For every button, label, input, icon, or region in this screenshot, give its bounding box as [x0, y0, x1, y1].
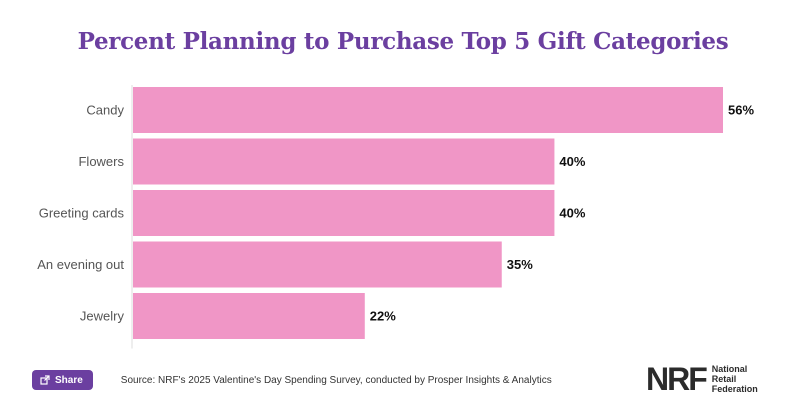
- bar-chart: Candy 56% Flowers 40% Greeting cards 40% An ev…: [37, 85, 754, 349]
- value-label: 56%: [728, 103, 754, 118]
- logo-line-3: Federation: [711, 384, 758, 394]
- value-label: 40%: [559, 206, 585, 221]
- value-label: 40%: [559, 154, 585, 169]
- nrf-logo: NRF National Retail Federation: [646, 361, 758, 397]
- logo-line-1: National: [711, 364, 748, 374]
- category-label: Flowers: [78, 154, 124, 169]
- logo-wordmark: National Retail Federation: [712, 364, 758, 394]
- bar[interactable]: [133, 190, 555, 236]
- bar[interactable]: [133, 293, 365, 339]
- bar[interactable]: [133, 241, 502, 288]
- logo-line-2: Retail: [711, 374, 737, 384]
- share-button[interactable]: Share: [32, 370, 93, 390]
- share-button-label: Share: [55, 374, 83, 386]
- source-note: Source: NRF's 2025 Valentine's Day Spend…: [120, 374, 552, 386]
- bar[interactable]: [133, 87, 723, 133]
- category-label: Candy: [86, 103, 124, 118]
- value-label: 35%: [507, 257, 533, 272]
- chart-title: Percent Planning to Purchase Top 5 Gift …: [77, 28, 729, 55]
- footer: Share Source: NRF's 2025 Valentine's Day…: [32, 370, 552, 390]
- value-label: 22%: [370, 309, 396, 324]
- bar[interactable]: [133, 138, 555, 185]
- category-label: Greeting cards: [39, 206, 125, 221]
- category-label: An evening out: [37, 257, 124, 272]
- share-icon: [40, 375, 50, 385]
- category-label: Jewelry: [80, 309, 125, 324]
- logo-mark: NRF: [646, 361, 708, 397]
